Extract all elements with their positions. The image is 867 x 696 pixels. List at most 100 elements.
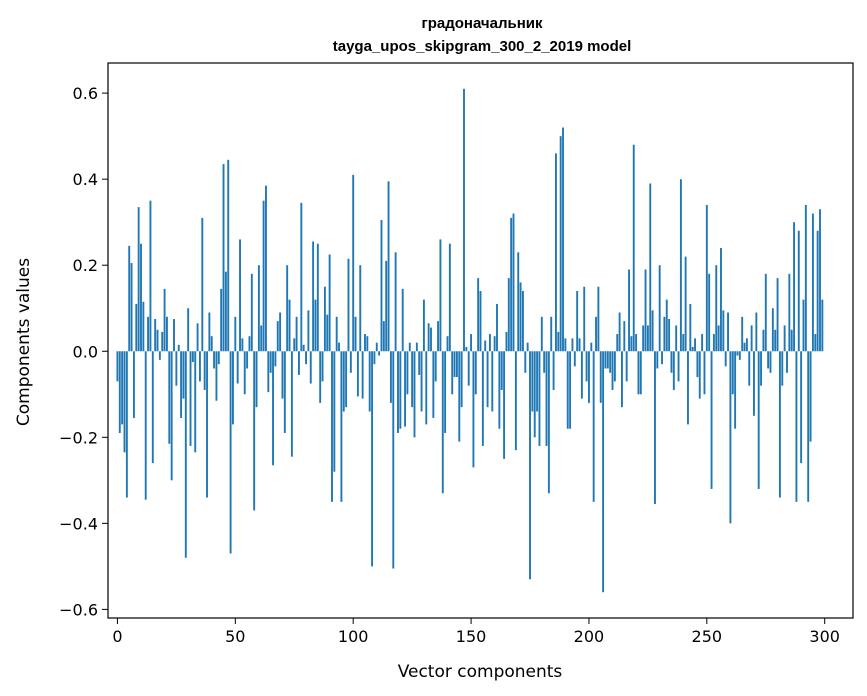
- bar: [220, 288, 223, 352]
- bar: [215, 351, 218, 401]
- bar: [621, 351, 623, 408]
- bar: [474, 351, 477, 395]
- bar: [305, 351, 307, 365]
- bar: [484, 340, 487, 352]
- bar: [279, 312, 282, 352]
- bar: [762, 329, 765, 352]
- bar: [453, 351, 456, 378]
- bar: [521, 291, 524, 352]
- bar: [213, 351, 216, 369]
- bar: [576, 291, 579, 352]
- bar: [720, 248, 722, 352]
- bar: [199, 351, 201, 382]
- bar: [550, 316, 553, 352]
- bar: [173, 318, 175, 352]
- bar: [536, 351, 539, 412]
- bar: [493, 336, 496, 352]
- bar: [241, 338, 244, 352]
- bars-group: [116, 88, 824, 593]
- bar: [408, 342, 411, 352]
- bar: [727, 312, 729, 352]
- bar: [517, 252, 520, 352]
- bar: [206, 351, 208, 498]
- bar: [123, 351, 126, 453]
- bar: [783, 325, 786, 352]
- bar: [748, 351, 751, 386]
- bar: [182, 351, 185, 399]
- bar: [682, 334, 685, 352]
- bar: [800, 351, 803, 464]
- bar: [597, 286, 600, 352]
- bar: [819, 209, 821, 352]
- bar: [472, 351, 475, 468]
- bar: [573, 351, 576, 367]
- bar: [821, 299, 824, 352]
- bar: [786, 351, 788, 373]
- bar: [731, 351, 734, 395]
- bar: [559, 136, 562, 352]
- bar: [255, 351, 258, 408]
- bar: [394, 252, 397, 352]
- bar: [401, 288, 404, 352]
- bar: [649, 183, 652, 352]
- bar: [149, 200, 152, 352]
- bar: [580, 351, 583, 399]
- bar: [347, 258, 350, 352]
- bar: [170, 351, 173, 481]
- bar: [154, 318, 157, 352]
- bar: [555, 153, 557, 352]
- bar: [790, 329, 793, 352]
- bar: [203, 351, 206, 390]
- bar: [283, 351, 286, 433]
- bar: [781, 351, 784, 386]
- bar: [696, 351, 699, 378]
- bar: [708, 273, 711, 352]
- bar: [399, 351, 402, 429]
- bar: [418, 351, 421, 375]
- bar: [689, 303, 692, 352]
- bar: [470, 334, 473, 352]
- bar: [345, 351, 348, 408]
- bar: [465, 346, 468, 352]
- bar: [321, 351, 324, 382]
- bar: [590, 342, 593, 352]
- y-axis-label: Components values: [14, 258, 34, 426]
- bar: [217, 351, 220, 365]
- y-tick-label: 0.0: [73, 342, 98, 361]
- bar: [227, 159, 230, 352]
- bar: [425, 351, 428, 425]
- bar: [741, 316, 744, 352]
- bar: [137, 207, 140, 352]
- bar: [505, 331, 508, 352]
- bar: [420, 351, 423, 412]
- bar: [342, 351, 345, 412]
- bar: [672, 351, 675, 390]
- bar: [210, 336, 213, 352]
- bar: [293, 338, 296, 352]
- x-axis: 0 50 100 150 200 250 300: [112, 618, 840, 646]
- bar: [158, 351, 161, 360]
- bar: [354, 316, 357, 352]
- bar: [378, 351, 381, 356]
- bar: [437, 321, 440, 352]
- bar: [760, 351, 762, 386]
- bar: [307, 310, 310, 352]
- bar: [557, 331, 560, 352]
- bar: [312, 241, 315, 352]
- bar: [788, 273, 791, 352]
- bar: [415, 342, 418, 352]
- bar: [319, 351, 322, 403]
- bar: [717, 325, 720, 352]
- bar: [611, 351, 614, 390]
- bar: [132, 351, 135, 418]
- bar: [496, 303, 498, 352]
- x-tick-label: 250: [692, 627, 723, 646]
- bar: [552, 351, 555, 390]
- bar: [679, 179, 682, 352]
- bar: [592, 351, 595, 502]
- bar: [630, 336, 633, 352]
- x-tick-label: 200: [574, 627, 605, 646]
- bar: [694, 338, 696, 352]
- bar: [514, 351, 517, 451]
- bar: [651, 310, 654, 352]
